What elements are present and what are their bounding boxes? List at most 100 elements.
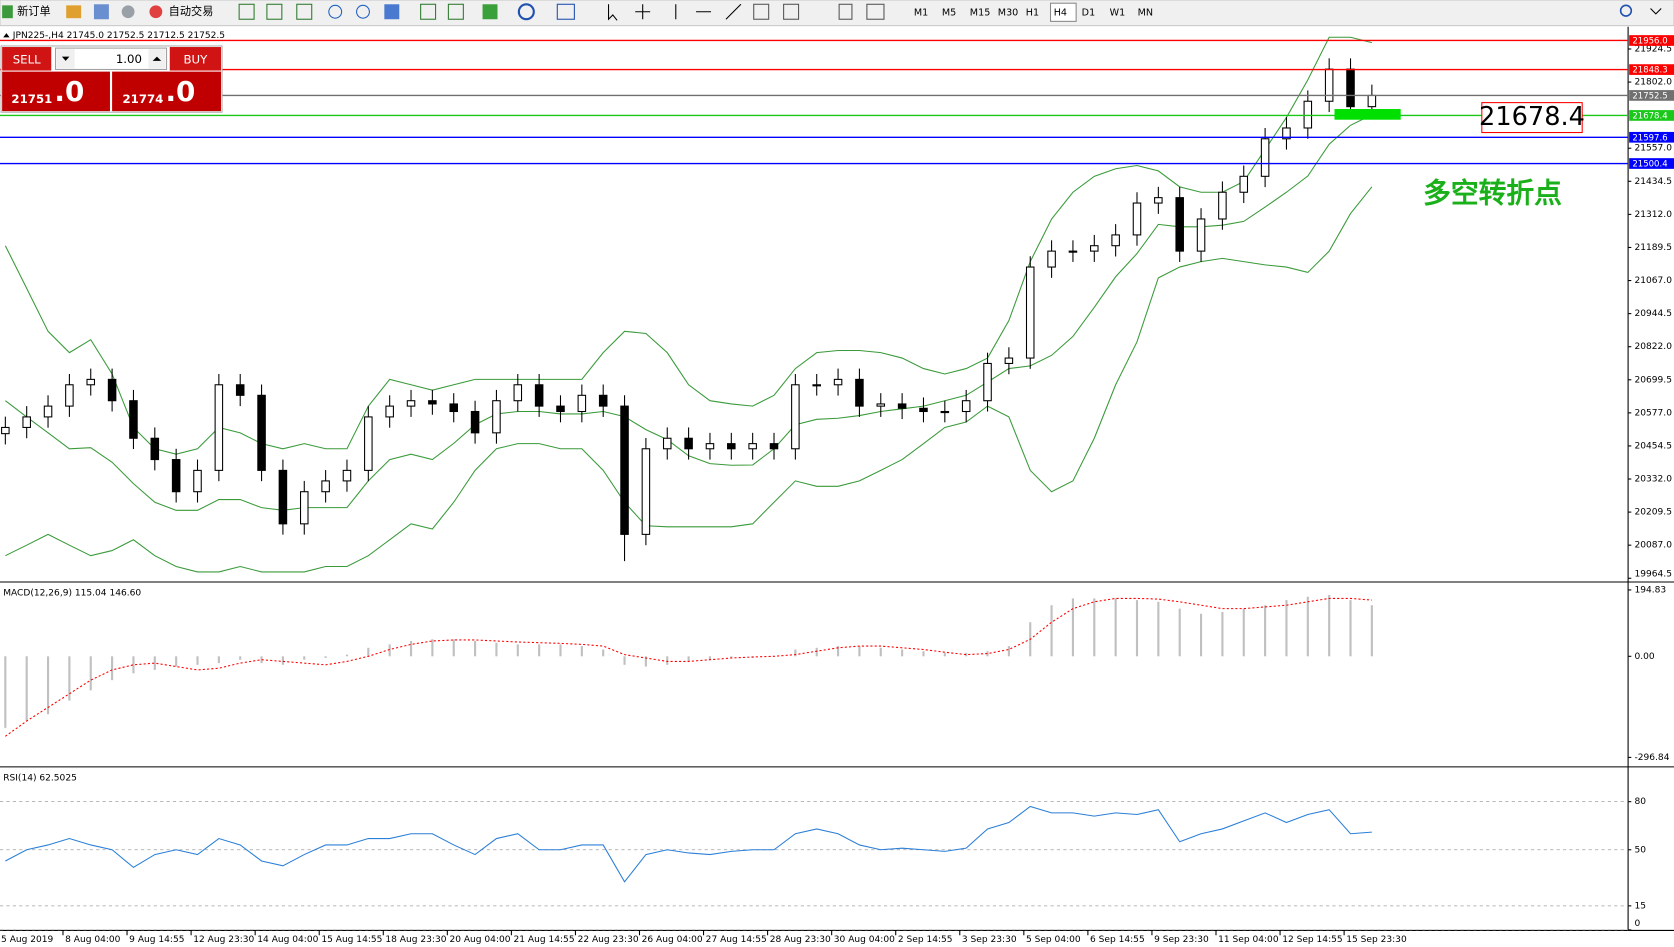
tool-icon[interactable] [556, 3, 575, 20]
timeframe-button[interactable]: W1 [1110, 7, 1126, 18]
candle-body [193, 469, 202, 493]
tool-icon[interactable] [356, 4, 370, 19]
timeframe-button[interactable]: M5 [942, 7, 956, 18]
buy-tab[interactable] [169, 47, 221, 71]
candle-body [299, 491, 309, 525]
candle-body [727, 443, 736, 450]
sell-label[interactable]: SELL [13, 52, 41, 66]
x-tick-label: 20 Aug 04:00 [449, 935, 510, 945]
toolbar: 新订单 自动交易 M1 M5 M15 M30 H1 H4 D1 W1 MN [0, 0, 1674, 27]
candle-body [769, 443, 779, 450]
new-order-button[interactable]: 新订单 [2, 4, 51, 19]
tool-icon[interactable] [783, 3, 800, 20]
tool-icon[interactable] [93, 4, 109, 20]
auto-trading-icon [149, 5, 163, 19]
level-label: 21848.3 [1632, 66, 1667, 76]
tool-icon[interactable] [517, 3, 535, 21]
candle-body [1047, 250, 1056, 268]
y-tick-label: 80 [1634, 797, 1646, 807]
rsi-title: RSI(14) 62.5025 [3, 774, 77, 784]
timeframe-button[interactable]: M30 [998, 7, 1019, 18]
tool-icon[interactable] [482, 4, 498, 20]
x-tick-label: 3 Sep 23:30 [962, 935, 1017, 945]
candle-body [641, 448, 651, 535]
tool-icon[interactable] [384, 4, 400, 20]
candle-body [1132, 202, 1142, 236]
candle-body [1154, 197, 1163, 204]
dropdown-icon[interactable] [1650, 8, 1662, 15]
candle-body [620, 405, 629, 535]
timeframe-button[interactable]: MN [1138, 7, 1153, 18]
candle-body [1303, 100, 1313, 129]
bid-main[interactable]: 21751 [11, 92, 52, 106]
tool-icon[interactable] [753, 3, 770, 20]
x-tick-label: 26 Aug 04:00 [642, 935, 703, 945]
x-tick-label: 21 Aug 14:55 [514, 935, 575, 945]
down-arrow [61, 56, 70, 61]
candle-body [577, 394, 587, 413]
one-click-trading: SELL 1.00 BUY 21751 .0 21774 .0 [0, 45, 223, 113]
candle-body [1324, 68, 1334, 102]
x-tick-label: 5 Aug 2019 [1, 935, 53, 945]
tool-icon[interactable] [121, 5, 135, 19]
y-tick-label: 19964.5 [1634, 569, 1671, 579]
level-label-bg [1629, 131, 1674, 143]
tool-icon[interactable] [66, 5, 82, 19]
volume-input[interactable] [54, 47, 168, 71]
tool-icon[interactable] [447, 3, 464, 20]
y-tick-label: 20209.5 [1634, 508, 1671, 518]
candle-body [897, 403, 907, 409]
x-tick-label: 12 Aug 23:30 [193, 935, 254, 945]
level-label: 21956.0 [1632, 37, 1667, 47]
chart-title: JPN225-,H4 21745.0 21752.5 21712.5 21752… [12, 31, 225, 41]
tool-icon[interactable] [296, 3, 313, 20]
tool-icon[interactable] [420, 3, 437, 20]
sell-price-button[interactable] [2, 71, 110, 112]
candle-body [855, 378, 864, 407]
x-tick-label: 18 Aug 23:30 [385, 935, 446, 945]
buy-label[interactable]: BUY [183, 52, 208, 66]
timeframe-button[interactable]: M1 [914, 7, 928, 18]
x-tick-label: 28 Aug 23:30 [770, 935, 831, 945]
candle-body [534, 384, 544, 407]
level-label-bg [1629, 35, 1674, 46]
volume-value[interactable]: 1.00 [116, 52, 142, 66]
candle-body [919, 407, 928, 413]
candle-body [171, 459, 181, 493]
cursor-icon[interactable] [607, 4, 618, 21]
candle-body [940, 410, 950, 414]
buy-price-button[interactable] [112, 71, 221, 112]
candle-body [257, 394, 266, 471]
tool-icon[interactable] [238, 3, 255, 20]
timeframe-button[interactable]: H1 [1026, 7, 1039, 18]
line-tools[interactable] [675, 3, 742, 20]
sell-tab[interactable] [2, 47, 52, 71]
x-tick-label: 14 Aug 04:00 [257, 935, 318, 945]
level-label-bg [1629, 158, 1674, 169]
level-label-bg [1629, 110, 1674, 121]
candle-body [1068, 250, 1078, 253]
tool-icon[interactable] [266, 3, 283, 20]
tool-icon[interactable] [328, 4, 343, 19]
timeframe-button[interactable]: H4 [1054, 7, 1067, 18]
search-icon[interactable] [1619, 4, 1633, 17]
candle-body [1, 426, 10, 435]
ask-main[interactable]: 21774 [122, 92, 163, 106]
candle-body [43, 405, 53, 418]
tool-icon[interactable] [838, 3, 853, 20]
candle-body [983, 362, 992, 402]
timeframe-button[interactable]: M15 [970, 7, 991, 18]
bid-fraction[interactable]: .0 [54, 75, 84, 108]
y-tick-label: 20822.0 [1634, 342, 1672, 352]
ask-fraction[interactable]: .0 [165, 75, 195, 108]
header-icon [3, 33, 10, 38]
indicator-line [5, 186, 1373, 573]
candle-body [1090, 245, 1099, 252]
crosshair-icon[interactable] [635, 4, 651, 20]
tool-icon[interactable] [866, 3, 885, 20]
candle-body [1260, 138, 1270, 177]
candle-body [150, 437, 160, 461]
timeframe-button[interactable]: D1 [1082, 7, 1096, 18]
auto-trading-button[interactable]: 自动交易 [149, 4, 213, 19]
